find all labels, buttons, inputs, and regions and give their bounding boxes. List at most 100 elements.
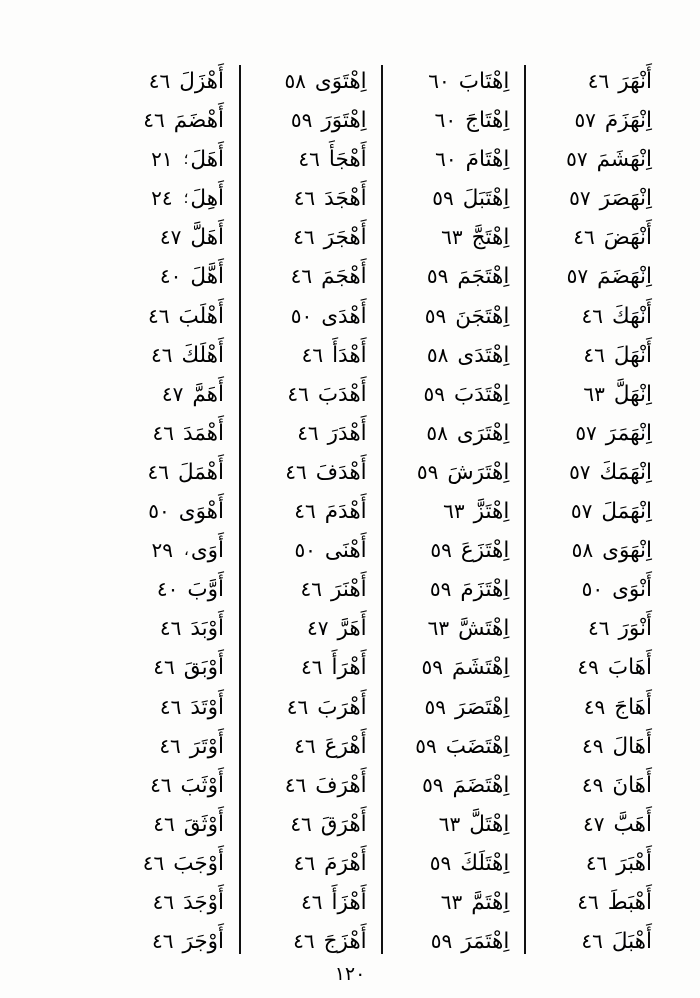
entry-headword: أَهَانَ: [612, 772, 652, 798]
index-entry: اِهْتَزَمَ ٥٩: [381, 570, 523, 609]
entry-page-reference: ٤٦: [298, 147, 320, 172]
entry-headword: أَهَالَ: [612, 733, 652, 759]
entry-headword: أَنْهَرَ: [618, 69, 652, 94]
entry-page-reference: ٤٦: [297, 420, 319, 445]
entry-page-reference: ٤٦: [159, 733, 181, 758]
entry-headword: أَهْرَبَ: [317, 694, 367, 720]
entry-headword: أَهَاجَ: [614, 694, 652, 720]
entry-page-reference: ٤٦: [150, 772, 172, 797]
entry-page-reference: ٤٦: [143, 108, 165, 133]
index-entry: أَنْهَرَ ٤٦: [524, 62, 666, 101]
entry-page-reference: ٤٦: [153, 655, 175, 680]
entry-headword: أَهَّلَ: [190, 264, 224, 290]
entry-page-reference: ٥٩: [424, 303, 447, 328]
entry-headword: اِهْتَشَّ: [458, 616, 510, 642]
entry-page-reference: ٤٦: [148, 69, 171, 93]
index-column-4: أَهْزَلَ ٤٦ أَهْضَمَ ٤٦ أَهَلَ ؛ ٢١ أَهِلَ ؛ ٢٤ أَ…: [96, 62, 238, 958]
index-columns-container: أَهْزَلَ ٤٦ أَهْضَمَ ٤٦ أَهَلَ ؛ ٢١ أَهِلَ ؛ ٢٤ أَ…: [96, 62, 666, 958]
entry-page-reference: ٥٠: [294, 538, 316, 563]
entry-headword: اِهْتَزَّ: [473, 499, 510, 525]
index-entry: اِهْتَامَ ٦٠: [381, 140, 523, 179]
index-entry: أَهَلَ ؛ ٢١: [96, 140, 238, 179]
entry-headword: أَهْلَبَ: [178, 303, 224, 329]
index-entry: أَهْزَجَ ٤٦: [239, 922, 381, 961]
index-entry: أَهْرَعَ ٤٦: [239, 727, 381, 766]
entry-headword: أَوْبَقَ: [183, 655, 224, 681]
entry-headword: أَهْدَرَ: [327, 420, 367, 446]
entry-headword: اِهْتَدَى: [457, 342, 510, 368]
entry-page-reference: ٤٦: [301, 655, 323, 680]
index-entry: اِهْتَمَرَ ٥٩: [381, 922, 523, 961]
index-entry: أَنْوَى ٥٠: [524, 570, 666, 609]
entry-headword: أَهْجَمَ: [321, 264, 367, 290]
index-entry: أَهْضَمَ ٤٦: [96, 101, 238, 140]
entry-headword: اِهْتَلَّ: [469, 811, 510, 837]
entry-page-reference: ٦٣: [441, 225, 463, 250]
index-entry: اِنْهَزَمَ ٥٧: [524, 101, 666, 140]
index-entry: أَوْبَقَ ٤٦: [96, 648, 238, 687]
index-entry: أَهْجَدَ ٤٦: [239, 179, 381, 218]
entry-page-reference: ٤٦: [293, 929, 315, 954]
entry-page-reference: ٤٦: [301, 342, 324, 367]
entry-page-reference: ٥٩: [430, 538, 452, 563]
entry-headword: أَهْدَبَ: [317, 381, 367, 407]
entry-headword: أَهَلَّ: [190, 225, 224, 251]
index-entry: اِهْتَشَّ ٦٣: [381, 609, 523, 648]
entry-headword: أَنْهَكَ: [611, 303, 652, 329]
entry-page-reference: ٤٦: [286, 694, 309, 719]
entry-page-reference: ٤٦: [577, 889, 599, 914]
index-entry: أَوْجَبَ ٤٦: [96, 844, 238, 883]
entry-headword: اِنْهَوَى: [602, 538, 652, 564]
index-entry: أَهْجَرَ ٤٦: [239, 218, 381, 257]
entry-headword: اِهْتَابَ: [458, 69, 510, 94]
index-entry: أَنْهَكَ ٤٦: [524, 297, 666, 336]
entry-page-reference: ٤٦: [581, 303, 603, 328]
entry-headword: أَهْرَأَ: [331, 655, 367, 681]
index-entry: اِهْتَجَمَ ٥٩: [381, 257, 523, 296]
entry-headword: اِهْتَزَمَ: [460, 577, 510, 603]
index-entry: اِنْهَوَى ٥٨: [524, 531, 666, 570]
entry-page-reference: ٤٦: [285, 459, 307, 484]
entry-headword: اِهْتَرَشَ: [447, 459, 510, 485]
entry-page-reference: ٤٩: [582, 733, 604, 758]
index-entry: أَهْزَأَ ٤٦: [239, 883, 381, 922]
entry-page-reference: ٥٩: [429, 850, 452, 875]
index-entry: أَهْدَى ٥٠: [239, 297, 381, 336]
entry-page-reference: ٤٦: [153, 811, 175, 836]
index-column-2: اِهْتَابَ ٦٠ اِهْتَاجَ ٦٠ اِهْتَامَ ٦٠ اِهْتَب…: [381, 62, 523, 958]
index-entry: اِهْتَرَشَ ٥٩: [381, 453, 523, 492]
index-entry: اِهْتَدَبَ ٥٩: [381, 375, 523, 414]
entry-headword: أَهْنَرَ: [330, 577, 367, 603]
index-entry: اِهْتَصَرَ ٥٩: [381, 688, 523, 727]
index-entry: اِهْتَدَى ٥٨: [381, 336, 523, 375]
index-entry: اِهْتَجَنَ ٥٩: [381, 297, 523, 336]
index-entry: اِنْهَصَرَ ٥٧: [524, 179, 666, 218]
entry-headword: أَهْوَى: [178, 499, 224, 525]
index-entry: اِنْهَشَمَ ٥٧: [524, 140, 666, 179]
entry-headword: أَهْزَجَ: [323, 929, 367, 955]
index-entry: أَهَابَ ٤٩: [524, 648, 666, 687]
entry-headword: أَوْثَقَ: [183, 811, 224, 837]
entry-page-reference: ٤٦: [290, 811, 312, 836]
entry-page-reference: ٤٧: [161, 381, 184, 406]
entry-page-reference: ٥٨: [571, 538, 594, 563]
entry-page-reference: ٦٣: [440, 889, 463, 914]
entry-headword: اِنْهَصَرَ: [599, 186, 652, 212]
entry-page-reference: ٥٩: [290, 108, 313, 133]
index-entry: أَهْجَمَ ٤٦: [239, 257, 381, 296]
entry-headword: أَهَبَّ: [613, 811, 652, 837]
entry-page-reference: ٤٦: [290, 264, 313, 289]
entry-page-reference: ٤٦: [152, 889, 175, 914]
entry-headword: أَهْزَلَ: [179, 69, 224, 94]
entry-headword: أَهَلَ: [190, 147, 224, 173]
entry-page-reference: ٥٩: [422, 772, 444, 797]
index-entry: أَوَّبَ ٤٠: [96, 570, 238, 609]
index-entry: أَهْرَأَ ٤٦: [239, 648, 381, 687]
page-folio-number: ١٢٠: [334, 963, 366, 985]
index-entry: اِهْتَابَ ٦٠: [381, 62, 523, 101]
index-entry: اِهْتَوَرَ ٥٩: [239, 101, 381, 140]
entry-page-reference: ٦٠: [434, 108, 457, 133]
entry-headword: أَوْتَدَ: [190, 694, 224, 720]
entry-separator-mark: ؛: [183, 189, 189, 208]
